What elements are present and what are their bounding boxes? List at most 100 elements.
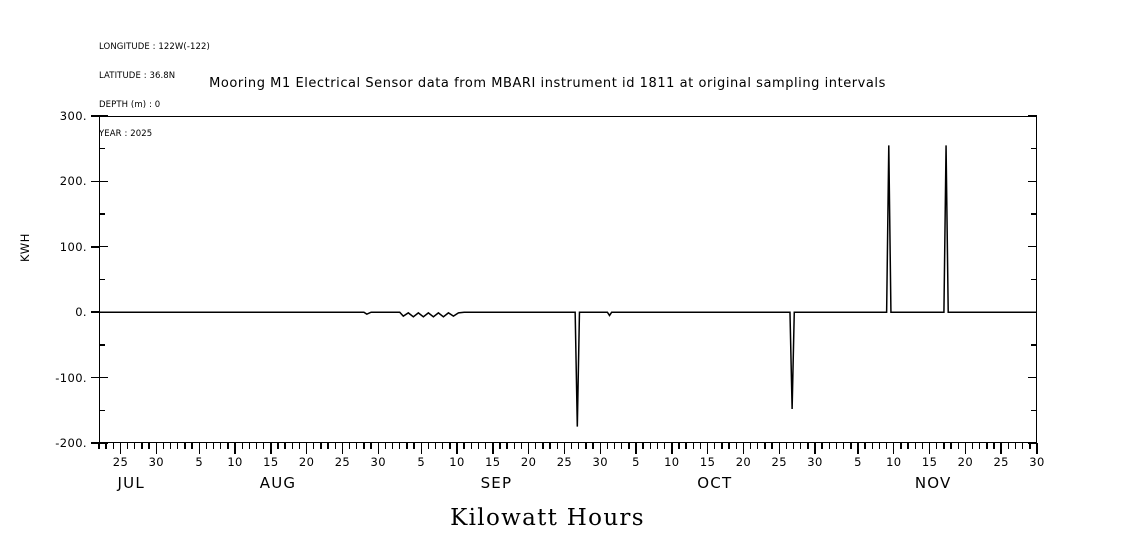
- x-tick-minor: [427, 443, 430, 449]
- y-tick-inner-right: [1031, 409, 1037, 411]
- x-tick-major: [1036, 443, 1038, 454]
- x-tick-major: [377, 443, 379, 454]
- y-tick-inner-left: [99, 148, 105, 150]
- x-tick-minor: [936, 443, 938, 449]
- x-axis: 25 30 JUL 5 10 15 20 25 30 AUG 5 10 15 20 25 30 SEP 5 10 15…: [98, 443, 1044, 503]
- x-tick-minor: [162, 443, 165, 449]
- x-tick-minor: [112, 443, 114, 449]
- x-tick-minor: [212, 443, 215, 449]
- x-tick-minor: [621, 443, 623, 449]
- x-tick-minor: [800, 443, 802, 449]
- x-tick-label: 25: [993, 455, 1009, 469]
- x-tick-minor: [592, 443, 594, 449]
- x-tick-minor: [348, 443, 351, 449]
- x-tick-major: [234, 443, 236, 454]
- x-tick-label: 30: [807, 455, 823, 469]
- x-tick-minor: [642, 443, 644, 449]
- x-tick-major: [706, 443, 709, 454]
- x-tick-minor: [771, 443, 773, 449]
- x-tick-minor: [327, 443, 329, 449]
- y-tick-inner-right: [1028, 376, 1037, 379]
- y-tick-inner-left: [99, 376, 108, 379]
- x-tick-minor: [943, 443, 945, 449]
- x-tick-minor: [227, 443, 229, 449]
- x-tick-major: [341, 443, 344, 454]
- y-tick-inner-right: [1031, 148, 1037, 150]
- x-tick-label: 30: [592, 455, 608, 469]
- y-tick-inner-left: [99, 115, 108, 117]
- x-tick-minor: [864, 443, 866, 449]
- x-tick-minor: [220, 443, 222, 449]
- x-tick-minor: [98, 443, 100, 449]
- x-tick-major: [635, 443, 637, 454]
- x-tick-label: 30: [1029, 455, 1045, 469]
- x-tick-label: 10: [227, 455, 243, 469]
- x-tick-minor: [979, 443, 981, 449]
- x-tick-label: 20: [298, 455, 315, 469]
- x-tick-minor: [578, 443, 580, 449]
- x-tick-major: [742, 443, 745, 454]
- x-tick-minor: [986, 443, 988, 449]
- station-metadata: LONGITUDE : 122W(-122) LATITUDE : 36.8N …: [99, 24, 210, 158]
- y-tick-label: 300.: [59, 109, 87, 123]
- x-tick-minor: [134, 443, 136, 449]
- x-tick-minor: [177, 443, 179, 449]
- x-tick-minor: [291, 443, 294, 449]
- y-tick-inner-right: [1028, 115, 1037, 117]
- x-tick-minor: [663, 443, 666, 449]
- x-tick-major: [420, 443, 422, 454]
- x-tick-minor: [764, 443, 766, 449]
- x-tick-minor: [828, 443, 831, 449]
- y-tick-label: 200.: [59, 174, 87, 189]
- series-line-kwh: [99, 145, 1037, 426]
- x-tick-minor: [613, 443, 616, 449]
- x-tick-minor: [914, 443, 916, 449]
- x-tick-minor: [191, 443, 193, 449]
- x-tick-minor: [384, 443, 387, 449]
- x-tick-minor: [441, 443, 444, 449]
- x-tick-major: [305, 443, 308, 454]
- y-tick-major: [91, 180, 99, 183]
- x-tick-minor: [757, 443, 759, 449]
- x-tick-label: 15: [699, 455, 716, 469]
- x-tick-minor: [184, 443, 186, 449]
- x-tick-minor: [356, 443, 358, 449]
- y-tick-inner-left: [99, 409, 105, 411]
- x-tick-minor: [721, 443, 723, 449]
- x-tick-major: [492, 443, 494, 454]
- x-tick-minor: [406, 443, 408, 449]
- x-month-label: NOV: [914, 474, 952, 492]
- x-tick-minor: [714, 443, 716, 449]
- x-tick-label: 30: [370, 455, 386, 469]
- x-tick-label: 25: [112, 455, 129, 469]
- x-tick-minor: [656, 443, 659, 449]
- chart-caption: Kilowatt Hours: [0, 505, 1121, 531]
- x-tick-minor: [699, 443, 702, 449]
- y-tick-major: [91, 442, 99, 444]
- y-tick-inner-left: [99, 442, 108, 444]
- y-tick-inner-right: [1028, 246, 1037, 248]
- x-tick-minor: [334, 443, 336, 449]
- x-tick-minor: [148, 443, 150, 449]
- x-tick-minor: [885, 443, 888, 449]
- x-tick-minor: [126, 443, 129, 449]
- metadata-longitude: LONGITUDE : 122W(-122): [99, 42, 210, 53]
- x-tick-minor: [434, 443, 437, 449]
- y-tick-inner-left: [99, 311, 108, 313]
- x-tick-major: [527, 443, 530, 454]
- x-tick-minor: [971, 443, 974, 449]
- y-tick-major: [91, 376, 99, 379]
- x-tick-label: 10: [449, 455, 465, 469]
- x-tick-label: 20: [957, 455, 974, 469]
- x-tick-minor: [284, 443, 286, 449]
- x-tick-minor: [649, 443, 652, 449]
- y-tick-major: [91, 115, 99, 117]
- x-tick-minor: [205, 443, 208, 449]
- x-tick-major: [778, 443, 780, 454]
- x-tick-major: [893, 443, 895, 454]
- x-tick-major: [563, 443, 566, 454]
- x-tick-minor: [678, 443, 680, 449]
- x-tick-minor: [535, 443, 537, 449]
- x-tick-minor: [957, 443, 959, 449]
